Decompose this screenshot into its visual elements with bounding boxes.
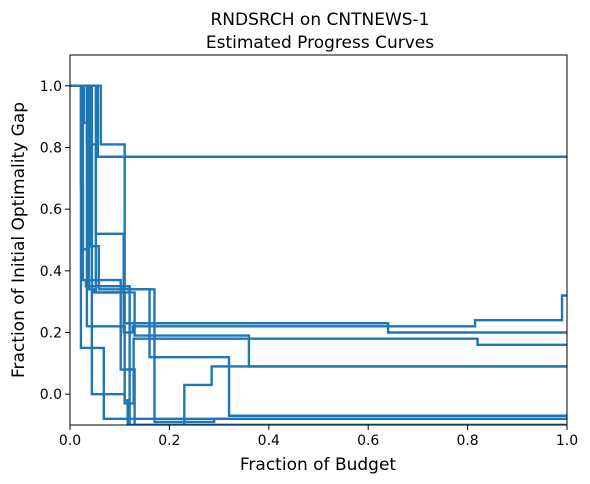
x-tick-label: 0.2 <box>158 433 180 449</box>
y-tick-label: 0.6 <box>40 202 62 218</box>
progress-curve-4 <box>70 84 567 425</box>
x-tick-label: 0.6 <box>357 433 379 449</box>
axis-ticks <box>65 85 568 430</box>
progress-curve-9 <box>70 84 567 417</box>
y-tick-labels: 0.0 0.2 0.4 0.6 0.8 1.0 <box>40 79 62 403</box>
x-tick-label: 0.8 <box>456 433 478 449</box>
progress-curve-5 <box>70 84 567 334</box>
y-tick-label: 0.8 <box>40 141 62 157</box>
y-axis-label: Fraction of Initial Optimality Gap <box>9 102 29 378</box>
y-tick-label: 0.0 <box>40 387 62 403</box>
axes-frame <box>69 54 568 426</box>
progress-curve-8 <box>70 84 567 405</box>
y-tick-label: 0.4 <box>40 264 62 280</box>
progress-curve-3 <box>70 84 567 425</box>
chart-title-line-2: Estimated Progress Curves <box>206 33 434 53</box>
progress-curve-2 <box>70 84 567 425</box>
progress-curve-1 <box>70 84 567 421</box>
progress-curve-7 <box>70 84 567 334</box>
x-tick-label: 0.0 <box>59 433 81 449</box>
progress-curve-11 <box>70 84 567 158</box>
y-tick-label: 0.2 <box>40 326 62 342</box>
x-tick-labels: 0.0 0.2 0.4 0.6 0.8 1.0 <box>59 433 578 449</box>
plot-curves <box>70 84 567 425</box>
chart-title-line-1: RNDSRCH on CNTNEWS-1 <box>211 10 430 30</box>
y-tick-label: 1.0 <box>40 79 62 95</box>
x-tick-label: 1.0 <box>556 433 578 449</box>
progress-curve-10 <box>70 84 567 424</box>
x-tick-label: 0.4 <box>258 433 280 449</box>
x-axis-label: Fraction of Budget <box>240 455 397 475</box>
